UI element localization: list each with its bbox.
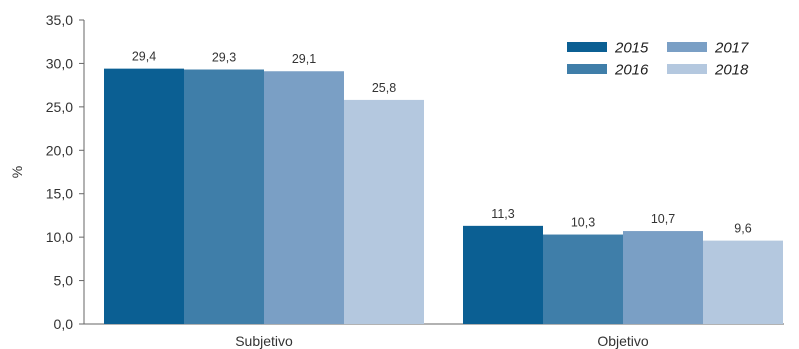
y-tick-label: 5,0 — [54, 273, 74, 289]
y-axis: 0,0 5,0 10,0 15,0 20,0 25,0 30,0 35,0 — [46, 12, 85, 332]
bar-2018-objetivo — [703, 240, 783, 324]
data-label-2016-objetivo: 10,3 — [571, 216, 595, 230]
bar-2015-objetivo — [463, 225, 543, 324]
data-label-2017-subjetivo: 29,1 — [292, 52, 316, 66]
y-tick-label: 25,0 — [46, 99, 73, 115]
data-label-2015-subjetivo: 29,4 — [132, 50, 156, 64]
y-tick-label: 15,0 — [46, 186, 73, 202]
legend-swatch-2018 — [667, 64, 707, 74]
y-tick-label: 20,0 — [46, 142, 73, 158]
legend-swatch-2015 — [567, 42, 607, 52]
bars — [104, 68, 783, 324]
bar-2016-objetivo — [543, 234, 623, 324]
legend-label-2018: 2018 — [714, 62, 749, 79]
category-label-objetivo: Objetivo — [597, 333, 649, 349]
data-label-2016-subjetivo: 29,3 — [212, 51, 236, 65]
data-label-2018-objetivo: 9,6 — [734, 222, 751, 236]
y-tick-label: 0,0 — [54, 316, 74, 332]
data-labels: 29,4 29,3 29,1 25,8 11,3 10,3 10,7 9,6 — [132, 50, 752, 236]
y-tick-label: 30,0 — [46, 55, 73, 71]
legend-label-2016: 2016 — [614, 62, 649, 79]
legend-swatch-2016 — [567, 64, 607, 74]
y-tick-label: 10,0 — [46, 229, 73, 245]
data-label-2015-objetivo: 11,3 — [491, 207, 514, 221]
bar-2015-subjetivo — [104, 68, 184, 324]
y-axis-label: % — [9, 166, 25, 178]
legend: 2015 2016 2017 2018 — [567, 40, 749, 79]
legend-label-2015: 2015 — [614, 40, 649, 57]
data-label-2018-subjetivo: 25,8 — [372, 81, 396, 95]
bar-2017-objetivo — [623, 231, 703, 324]
legend-label-2017: 2017 — [714, 40, 749, 57]
bar-2018-subjetivo — [344, 99, 424, 324]
data-label-2017-objetivo: 10,7 — [651, 212, 675, 226]
y-tick-label: 35,0 — [46, 12, 73, 28]
y-axis-ticks: 0,0 5,0 10,0 15,0 20,0 25,0 30,0 35,0 — [46, 12, 84, 332]
bar-2016-subjetivo — [184, 69, 264, 324]
legend-swatch-2017 — [667, 42, 707, 52]
category-label-subjetivo: Subjetivo — [235, 333, 293, 349]
bar-2017-subjetivo — [264, 71, 344, 324]
category-labels: Subjetivo Objetivo — [235, 333, 649, 349]
